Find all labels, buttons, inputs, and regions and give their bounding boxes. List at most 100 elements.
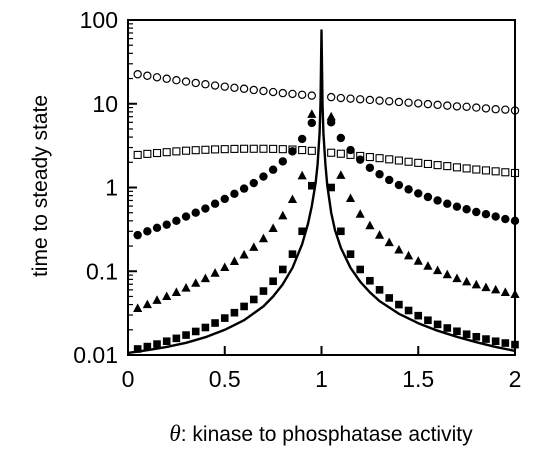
x-axis-label-group: θ: kinase to phosphatase activity <box>169 421 473 446</box>
data-point-open-circle <box>259 86 268 96</box>
data-point-filled-square <box>453 327 461 336</box>
data-point-open-circle <box>472 103 481 112</box>
data-point-filled-triangle <box>181 283 191 292</box>
data-point-filled-circle <box>133 230 142 240</box>
data-point-filled-circle <box>210 199 220 208</box>
data-point-open-circle <box>346 94 355 103</box>
data-point-open-circle <box>404 98 413 107</box>
data-point-filled-square <box>191 327 200 336</box>
data-point-filled-square <box>472 332 481 341</box>
data-point-open-square <box>404 157 413 166</box>
data-point-filled-triangle <box>471 279 481 289</box>
data-point-open-square <box>298 146 307 155</box>
data-point-open-circle <box>210 81 220 90</box>
data-point-open-circle <box>268 87 278 97</box>
data-point-filled-circle <box>220 194 229 204</box>
data-point-open-circle <box>423 99 433 109</box>
data-point-filled-square <box>162 337 171 346</box>
data-point-filled-triangle <box>394 244 404 254</box>
axes-frame <box>127 19 516 356</box>
data-point-filled-square <box>249 295 258 304</box>
data-point-open-square <box>162 148 171 157</box>
data-point-filled-circle <box>181 212 191 221</box>
data-point-open-circle <box>162 74 171 83</box>
data-point-filled-square <box>356 265 364 274</box>
data-point-open-circle <box>307 91 317 100</box>
plot-area <box>127 29 520 355</box>
x-tick-label: 0 <box>122 366 135 392</box>
data-point-filled-circle <box>249 178 258 188</box>
data-point-filled-triangle <box>355 209 365 218</box>
data-point-filled-square <box>366 276 374 285</box>
data-point-filled-triangle <box>268 223 278 232</box>
data-point-filled-triangle <box>191 278 201 287</box>
data-point-filled-circle <box>365 163 375 172</box>
data-point-filled-circle <box>472 207 481 217</box>
data-point-filled-circle <box>501 214 510 224</box>
data-point-open-circle <box>452 102 462 111</box>
data-point-open-square <box>201 145 210 154</box>
data-point-filled-square <box>424 316 432 325</box>
x-axis-label: : kinase to phosphatase activity <box>181 423 473 446</box>
data-point-filled-circle <box>143 227 152 236</box>
y-tick-label: 0.01 <box>73 342 118 368</box>
data-point-open-circle <box>356 95 365 104</box>
data-point-filled-square <box>143 342 152 351</box>
data-point-filled-circle <box>307 118 317 128</box>
data-point-filled-triangle <box>287 194 298 204</box>
data-point-filled-square <box>153 340 161 348</box>
data-point-open-circle <box>443 101 452 110</box>
data-point-filled-circle <box>162 220 171 229</box>
data-point-filled-circle <box>423 192 433 202</box>
data-point-filled-triangle <box>162 291 172 301</box>
data-point-filled-square <box>462 330 471 339</box>
data-point-filled-triangle <box>258 233 269 243</box>
data-point-filled-triangle <box>220 262 230 272</box>
data-point-filled-circle <box>462 205 471 214</box>
data-point-open-square <box>385 155 394 164</box>
data-point-open-square <box>249 144 258 153</box>
data-point-filled-triangle <box>491 284 501 294</box>
data-point-filled-square <box>298 227 306 236</box>
data-point-filled-triangle <box>500 287 510 296</box>
data-point-open-square <box>462 164 471 173</box>
series-line <box>127 29 516 355</box>
data-point-filled-triangle <box>481 282 491 292</box>
data-point-filled-circle <box>491 212 500 221</box>
data-point-open-circle <box>462 102 471 111</box>
data-point-filled-circle <box>288 147 297 156</box>
data-point-filled-square <box>327 183 335 192</box>
data-point-open-square <box>182 146 191 155</box>
data-point-open-square <box>278 145 287 154</box>
data-point-filled-square <box>501 339 510 347</box>
data-point-open-circle <box>220 82 229 91</box>
data-point-filled-triangle <box>200 273 210 283</box>
data-point-open-square <box>133 150 142 159</box>
data-point-filled-triangle <box>345 193 356 203</box>
data-point-filled-circle <box>375 170 384 179</box>
x-tick-label: 2 <box>509 366 522 392</box>
data-point-filled-square <box>240 302 248 311</box>
data-point-open-circle <box>230 83 239 93</box>
data-point-open-square <box>365 152 374 162</box>
data-point-filled-square <box>201 323 210 332</box>
data-point-open-circle <box>181 77 191 86</box>
data-point-filled-triangle <box>413 256 423 265</box>
data-point-open-circle <box>191 78 200 88</box>
data-point-filled-circle <box>239 184 249 193</box>
data-point-filled-square <box>337 227 345 236</box>
data-point-open-square <box>452 163 462 172</box>
data-point-open-square <box>481 166 491 175</box>
data-point-filled-triangle <box>462 276 472 286</box>
data-point-open-square <box>491 167 500 176</box>
data-point-filled-square <box>220 314 229 322</box>
data-point-filled-triangle <box>442 269 452 279</box>
data-point-open-square <box>191 146 200 155</box>
data-point-open-circle <box>152 73 162 82</box>
data-point-filled-triangle <box>433 265 443 275</box>
data-point-filled-triangle <box>249 242 259 251</box>
data-point-filled-circle <box>443 199 452 208</box>
y-tick-label: 1 <box>105 175 118 201</box>
data-point-filled-circle <box>172 216 181 226</box>
